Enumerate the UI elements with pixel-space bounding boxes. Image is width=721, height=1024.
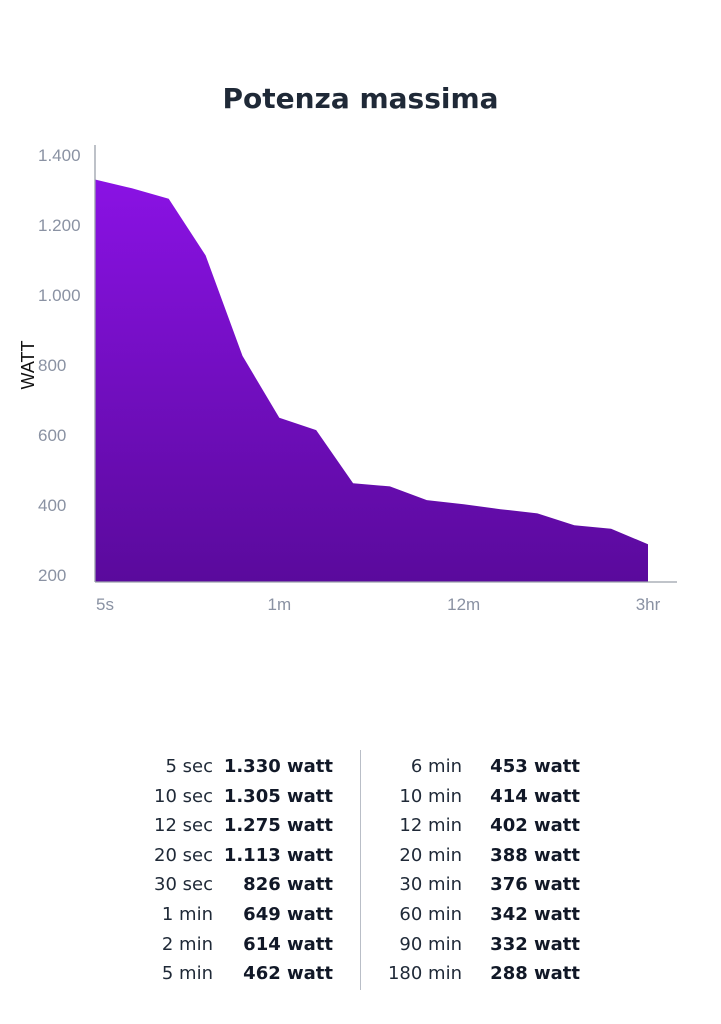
duration-label: 12 min xyxy=(399,815,462,837)
power-value: 649 watt xyxy=(243,904,333,925)
duration-label: 90 min xyxy=(399,933,462,955)
power-value: 1.330 watt xyxy=(223,756,333,777)
power-value: 1.305 watt xyxy=(223,785,333,807)
power-value: 414 watt xyxy=(490,785,580,807)
table-row: 10 sec 1.305 watt xyxy=(0,782,721,811)
y-tick-label: 400 xyxy=(38,496,66,515)
power-value: 826 watt xyxy=(243,874,333,896)
chart-title: Potenza massima xyxy=(222,82,499,115)
y-tick-label: 200 xyxy=(38,566,66,585)
duration-label: 5 sec xyxy=(165,756,213,777)
duration-label: 1 min xyxy=(161,904,213,925)
duration-label: 180 min xyxy=(387,963,462,985)
y-axis-ticks: 1.400 1.200 1.000 800 600 400 200 xyxy=(38,146,81,585)
power-value: 388 watt xyxy=(490,844,580,866)
x-tick-label: 5s xyxy=(96,595,114,614)
table-row: 30 sec 826 watt xyxy=(0,870,721,899)
y-tick-label: 1.000 xyxy=(38,286,81,305)
y-tick-label: 600 xyxy=(38,426,66,445)
power-value: 462 watt xyxy=(243,963,333,985)
x-tick-label: 3hr xyxy=(636,595,661,614)
duration-label: 2 min xyxy=(161,933,213,955)
power-area xyxy=(95,179,648,582)
power-value: 376 watt xyxy=(490,874,580,896)
y-tick-label: 800 xyxy=(38,356,66,375)
y-tick-label: 1.400 xyxy=(38,146,81,165)
duration-label: 20 sec xyxy=(154,844,213,866)
power-value: 614 watt xyxy=(243,933,333,955)
table-row: 5 min 462 watt xyxy=(0,959,721,988)
duration-label: 6 min xyxy=(410,756,462,777)
table-row: 12 sec 1.275 watt xyxy=(0,811,721,840)
power-value: 1.275 watt xyxy=(223,815,333,837)
table-row: 30 min 376 watt xyxy=(0,870,721,899)
table-row: 2 min 614 watt xyxy=(0,930,721,959)
power-value: 1.113 watt xyxy=(223,844,333,866)
y-axis-label: WATT xyxy=(18,341,38,390)
duration-label: 20 min xyxy=(399,844,462,866)
table-row: 10 min 414 watt xyxy=(0,782,721,811)
duration-label: 5 min xyxy=(161,963,213,985)
table-row: 12 min 402 watt xyxy=(0,811,721,840)
power-value: 342 watt xyxy=(490,904,580,925)
table-row: 60 min 342 watt xyxy=(0,900,721,929)
table-divider xyxy=(360,750,361,990)
table-row: 90 min 332 watt xyxy=(0,930,721,959)
power-value: 453 watt xyxy=(490,756,580,777)
duration-label: 10 min xyxy=(399,785,462,807)
power-value: 402 watt xyxy=(490,815,580,837)
power-value: 332 watt xyxy=(490,933,580,955)
table-row: 5 sec 1.330 watt xyxy=(0,752,721,781)
y-tick-label: 1.200 xyxy=(38,216,81,235)
duration-label: 60 min xyxy=(399,904,462,925)
table-row: 20 min 388 watt xyxy=(0,841,721,870)
power-curve-chart: WATT 1.400 1.200 1.000 800 600 400 200 5s 1m 12m… xyxy=(18,145,677,614)
duration-label: 30 sec xyxy=(154,874,213,896)
power-table: 5 sec 1.330 watt 10 sec 1.305 watt 12 sec 1.2… xyxy=(0,750,721,990)
x-tick-label: 12m xyxy=(447,595,480,614)
x-tick-label: 1m xyxy=(268,595,292,614)
x-axis-ticks: 5s 1m 12m 3hr xyxy=(96,595,661,614)
table-row: 20 sec 1.113 watt xyxy=(0,841,721,870)
table-row: 6 min 453 watt xyxy=(0,752,721,781)
duration-label: 10 sec xyxy=(154,785,213,807)
table-row: 1 min 649 watt xyxy=(0,900,721,929)
duration-label: 30 min xyxy=(399,874,462,896)
table-row: 180 min 288 watt xyxy=(0,959,721,988)
duration-label: 12 sec xyxy=(154,815,213,837)
power-value: 288 watt xyxy=(490,963,580,985)
